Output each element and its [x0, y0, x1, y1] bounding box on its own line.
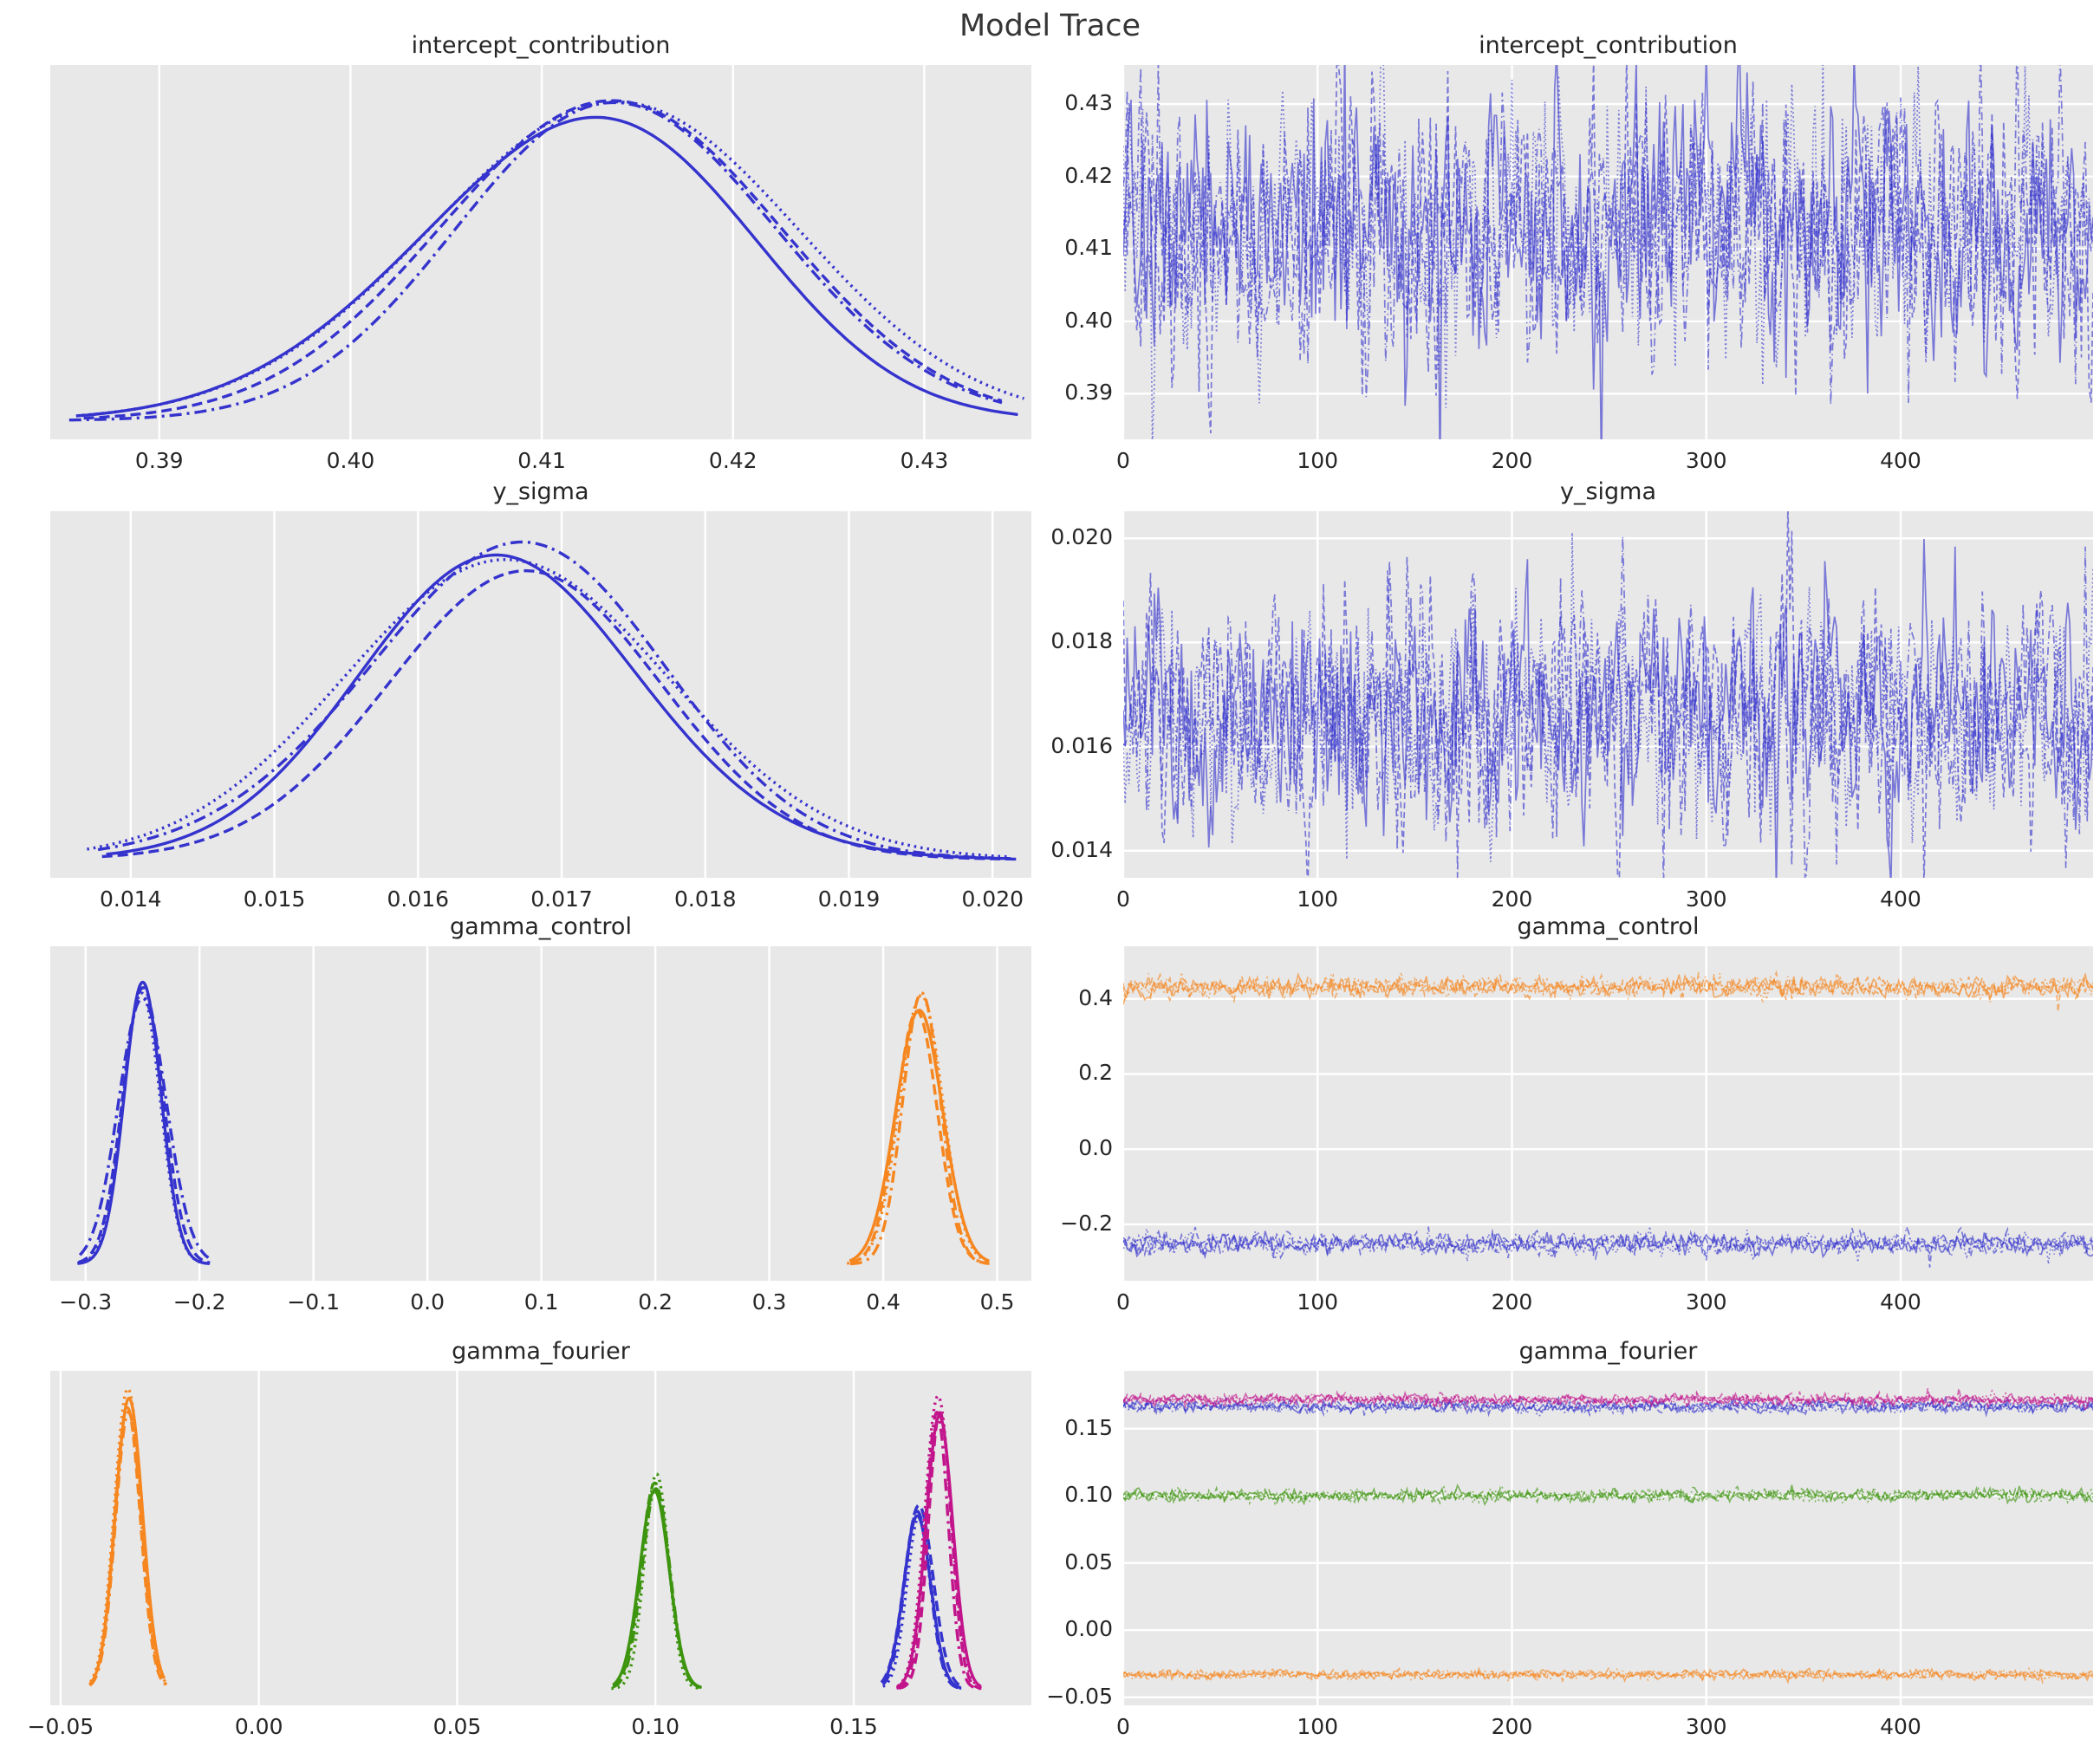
panel-title: y_sigma: [492, 478, 589, 505]
y-tick-label: 0.016: [1050, 732, 1113, 758]
y-tick-label: 0.15: [1064, 1414, 1113, 1440]
panel-title: gamma_control: [450, 913, 632, 940]
y-tick-label: −0.2: [1060, 1210, 1113, 1236]
y-tick-label: 0.0: [1078, 1135, 1113, 1161]
panel-title: gamma_fourier: [1518, 1338, 1698, 1365]
y-tick-label: 0.41: [1064, 235, 1113, 261]
figure-title: Model Trace: [959, 9, 1141, 43]
panel-intercept-contribution-trace: intercept_contribution: [1123, 32, 2093, 439]
x-tick-label: −0.1: [287, 1289, 341, 1315]
panel-gamma-fourier-kde: gamma_fourier: [50, 1338, 1031, 1705]
x-tick-label: 100: [1297, 448, 1339, 473]
panel-title: intercept_contribution: [1479, 32, 1738, 59]
y-tick-label: 0.10: [1064, 1482, 1113, 1508]
x-tick-label: 100: [1297, 886, 1339, 912]
x-tick-label: 200: [1491, 1289, 1533, 1315]
x-tick-label: 0.020: [961, 886, 1024, 912]
x-tick-label: −0.3: [59, 1289, 113, 1315]
x-tick-label: 0.39: [134, 448, 184, 473]
x-tick-label: 0: [1116, 1289, 1130, 1315]
x-tick-label: 0.017: [530, 886, 593, 912]
y-tick-label: 0.018: [1050, 628, 1113, 654]
y-tick-label: 0.42: [1064, 162, 1113, 188]
panel-y-sigma-kde: y_sigma: [50, 478, 1031, 878]
x-tick-label: 400: [1880, 1289, 1921, 1315]
x-tick-label: 400: [1880, 448, 1921, 473]
x-tick-label: 100: [1297, 1289, 1339, 1315]
panel-title: y_sigma: [1559, 478, 1657, 505]
x-tick-label: 200: [1491, 448, 1533, 473]
y-tick-label: 0.2: [1078, 1060, 1113, 1086]
x-tick-label: 0.015: [243, 886, 306, 912]
y-tick-label: 0.4: [1078, 984, 1113, 1010]
y-tick-label: 0.00: [1064, 1616, 1113, 1642]
panel-y-sigma-trace: y_sigma: [1123, 478, 2093, 878]
x-tick-label: 0.42: [708, 448, 757, 473]
x-tick-label: −0.2: [172, 1289, 226, 1315]
trace-plot-svg: [1123, 1371, 2093, 1705]
x-tick-label: 0.05: [432, 1714, 482, 1739]
y-tick-label: 0.40: [1064, 307, 1113, 333]
x-tick-label: −0.05: [27, 1714, 94, 1739]
panel-gamma-control-kde: gamma_control: [50, 913, 1031, 1281]
trace-plot-svg: [1123, 946, 2093, 1281]
kde-plot-svg: [50, 946, 1031, 1281]
panel-intercept-contribution-kde: intercept_contribution: [50, 32, 1031, 439]
trace-plot-svg: [1123, 65, 2093, 439]
x-tick-label: 300: [1685, 1714, 1727, 1739]
trace-plot-svg: [1123, 511, 2093, 878]
y-tick-label: 0.05: [1064, 1548, 1113, 1574]
x-tick-label: 0: [1116, 886, 1130, 912]
x-tick-label: 100: [1297, 1714, 1339, 1739]
x-tick-label: 0.3: [751, 1289, 787, 1315]
x-tick-label: 0.016: [387, 886, 450, 912]
x-tick-label: 200: [1491, 1714, 1533, 1739]
x-tick-label: 0.15: [829, 1714, 878, 1739]
x-tick-label: 0.018: [673, 886, 737, 912]
y-tick-label: 0.43: [1064, 90, 1113, 116]
panel-title: gamma_fourier: [452, 1338, 630, 1365]
x-tick-label: 0.5: [979, 1289, 1015, 1315]
kde-plot-svg: [50, 1371, 1031, 1705]
y-tick-label: 0.014: [1050, 836, 1113, 862]
y-tick-label: 0.39: [1064, 380, 1113, 406]
panel-gamma-control-trace: gamma_control: [1123, 913, 2093, 1281]
x-tick-label: 0.43: [900, 448, 949, 473]
x-tick-label: 0: [1116, 1714, 1130, 1739]
x-tick-label: 0.019: [817, 886, 881, 912]
x-tick-label: 300: [1685, 886, 1727, 912]
kde-plot-svg: [50, 65, 1031, 439]
x-tick-label: 300: [1685, 448, 1727, 473]
panel-title: intercept_contribution: [411, 32, 671, 59]
x-tick-label: 0.0: [410, 1289, 445, 1315]
kde-plot-svg: [50, 511, 1031, 878]
x-tick-label: 0.4: [866, 1289, 900, 1315]
x-tick-label: 200: [1491, 886, 1533, 912]
panel-title: gamma_control: [1517, 913, 1700, 940]
x-tick-label: 0.10: [631, 1714, 680, 1739]
panel-gamma-fourier-trace: gamma_fourier: [1123, 1338, 2093, 1705]
x-tick-label: 0.1: [523, 1289, 559, 1315]
x-tick-label: 0.00: [234, 1714, 283, 1739]
x-tick-label: 400: [1880, 886, 1921, 912]
x-tick-label: 0.40: [326, 448, 375, 473]
x-tick-label: 0: [1116, 448, 1130, 473]
x-tick-label: 0.014: [100, 886, 162, 912]
x-tick-label: 300: [1685, 1289, 1727, 1315]
x-tick-label: 0.2: [638, 1289, 673, 1315]
y-tick-label: 0.020: [1050, 524, 1113, 550]
y-tick-label: −0.05: [1046, 1683, 1113, 1709]
x-tick-label: 400: [1880, 1714, 1921, 1739]
x-tick-label: 0.41: [517, 448, 566, 473]
